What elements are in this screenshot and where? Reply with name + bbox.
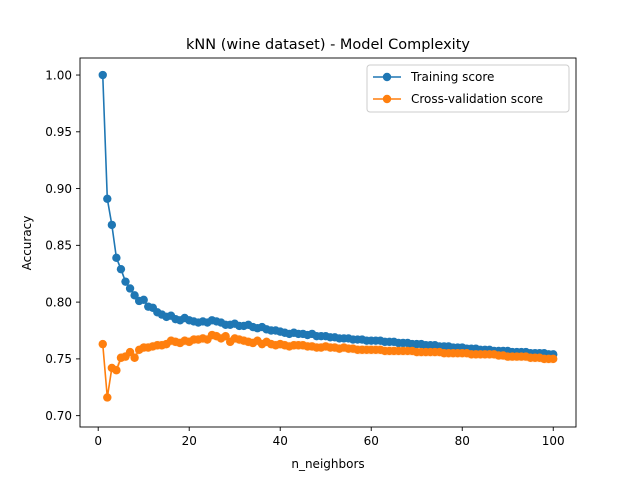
y-tick-label: 0.80 <box>45 295 72 309</box>
series-1-point <box>98 339 107 349</box>
series-1-point <box>103 393 112 402</box>
x-tick-label: 60 <box>364 434 379 448</box>
legend-item: Cross-validation score <box>373 92 543 106</box>
legend: Training score Cross-validation score <box>366 64 570 113</box>
x-tick-label: 0 <box>94 434 102 448</box>
legend-label: Training score <box>410 70 494 84</box>
y-axis-ticks: 0.70 0.75 0.80 0.85 0.90 0.95 1.00 <box>45 68 80 423</box>
legend-label: Cross-validation score <box>411 92 543 106</box>
x-axis-label: n_neighbors <box>291 457 364 471</box>
series-1-point <box>130 353 139 362</box>
y-tick-label: 0.70 <box>45 409 72 423</box>
legend-marker-swatch <box>382 72 392 82</box>
x-tick-label: 100 <box>542 434 565 448</box>
series-0-point <box>121 277 130 286</box>
series-0-point <box>112 253 121 263</box>
chart-title: kNN (wine dataset) - Model Complexity <box>186 37 470 53</box>
y-axis-label: Accuracy <box>20 216 34 271</box>
series-0-point <box>125 284 135 293</box>
series-points <box>98 70 558 402</box>
legend-item: Training score <box>373 70 494 84</box>
series-1-point <box>549 354 558 364</box>
series-1-point <box>112 366 121 375</box>
y-tick-label: 0.95 <box>45 125 72 139</box>
series-1-markers <box>98 330 558 402</box>
plot-frame <box>79 57 577 428</box>
x-axis-ticks: 0 20 40 60 80 100 <box>94 427 565 448</box>
series-1-point <box>125 347 135 357</box>
legend-marker-swatch <box>382 94 392 104</box>
series-0-point <box>98 70 107 80</box>
series-0-point <box>107 220 117 230</box>
series-0-point <box>116 264 126 274</box>
y-tick-label: 0.90 <box>45 182 72 196</box>
legend-box <box>366 64 570 113</box>
x-tick-label: 40 <box>273 434 288 448</box>
x-tick-label: 80 <box>455 434 470 448</box>
y-tick-label: 0.75 <box>45 352 72 366</box>
y-tick-label: 0.85 <box>45 239 72 253</box>
y-tick-label: 1.00 <box>45 68 72 82</box>
series-0-point <box>130 291 139 300</box>
series-0-point <box>103 194 112 203</box>
x-tick-label: 20 <box>182 434 197 448</box>
series-1-point <box>221 331 230 341</box>
series-0-point <box>139 295 148 305</box>
